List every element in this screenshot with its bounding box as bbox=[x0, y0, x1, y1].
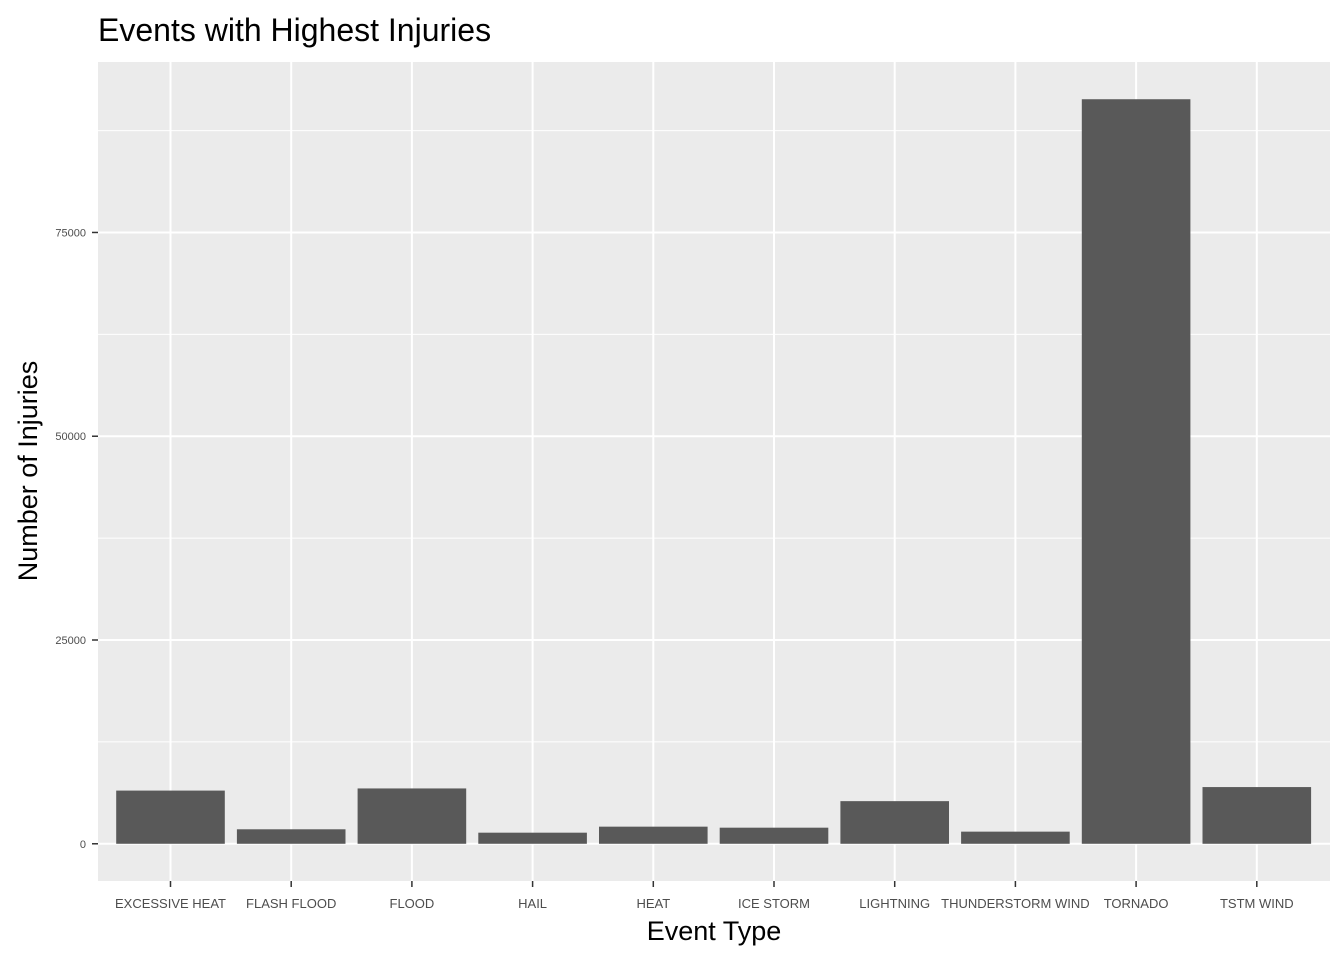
y-axis: 0 25000 50000 75000 bbox=[55, 227, 98, 851]
x-tick-label: LIGHTNING bbox=[859, 896, 930, 911]
major-gridlines bbox=[98, 62, 1330, 881]
bar bbox=[719, 827, 829, 844]
x-tick-label: THUNDERSTORM WIND bbox=[941, 896, 1090, 911]
bars bbox=[116, 99, 1312, 844]
bar bbox=[1081, 99, 1191, 844]
chart-title: Events with Highest Injuries bbox=[98, 12, 491, 48]
y-axis-title: Number of Injuries bbox=[13, 361, 43, 582]
x-tick-label: FLASH FLOOD bbox=[246, 896, 336, 911]
bar bbox=[236, 829, 346, 844]
x-tick-label: HAIL bbox=[518, 896, 547, 911]
x-tick-label: HEAT bbox=[636, 896, 670, 911]
x-tick-label: EXCESSIVE HEAT bbox=[115, 896, 226, 911]
x-tick-label: FLOOD bbox=[390, 896, 435, 911]
x-tick-label: ICE STORM bbox=[738, 896, 810, 911]
y-tick-label: 50000 bbox=[55, 431, 86, 443]
y-tick-label: 0 bbox=[80, 839, 86, 851]
y-tick-label: 75000 bbox=[55, 227, 86, 239]
x-tick-label: TORNADO bbox=[1104, 896, 1169, 911]
bar bbox=[599, 826, 708, 844]
bar bbox=[840, 801, 949, 844]
x-axis: EXCESSIVE HEAT FLASH FLOOD FLOOD HAIL HEAT IC… bbox=[115, 881, 1294, 911]
bar bbox=[116, 790, 225, 844]
bar bbox=[478, 832, 587, 844]
x-tick-label: TSTM WIND bbox=[1220, 896, 1294, 911]
bar bbox=[357, 788, 467, 844]
bar bbox=[1202, 787, 1312, 844]
y-tick-label: 25000 bbox=[55, 635, 86, 647]
bar bbox=[961, 831, 1070, 844]
x-axis-title: Event Type bbox=[647, 916, 782, 946]
